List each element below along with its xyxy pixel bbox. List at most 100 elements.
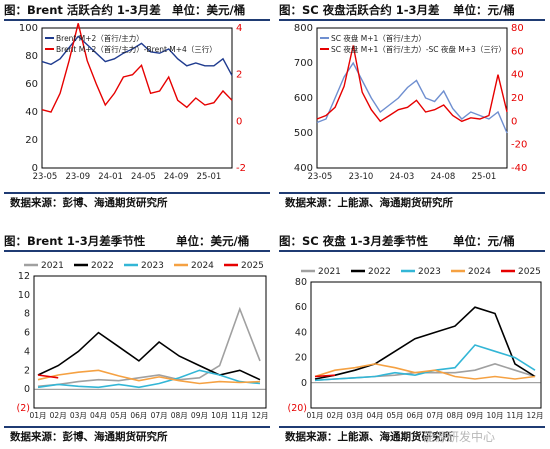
y-tick-label-left: 700 <box>294 58 313 69</box>
series-line <box>314 344 536 382</box>
x-tick-label: 05月 <box>386 411 403 420</box>
chart-svg: 0 20 40 60 80 100 -2 0 2 4 23-05 23-09 24-01 24-05 24-… <box>19 23 246 182</box>
y-tick-label-right: 0 <box>511 116 517 127</box>
footer-rule <box>279 192 545 194</box>
legend-label: 2025 <box>241 261 264 271</box>
legend-label: Brent M+2（首行/主力） <box>56 33 144 43</box>
legend-label: SC 夜盘 M+1（首行/主力）-SC 夜盘 M+3（三行） <box>331 44 506 54</box>
x-tick-label: 10月 <box>211 411 228 420</box>
legend-label: 2022 <box>368 267 391 277</box>
x-tick-label: 24-01 <box>98 172 123 182</box>
x-tick-label: 23-09 <box>65 172 90 182</box>
x-tick-label: 02月 <box>326 411 343 420</box>
legend-label: SC 夜盘 M+1（首行/主力） <box>331 33 426 43</box>
x-tick-label: 11月 <box>506 411 523 420</box>
series-line <box>316 61 508 134</box>
y-tick-label-right: 0 <box>236 116 242 127</box>
series-line <box>41 23 233 113</box>
y-tick-label-left: 80 <box>25 51 38 62</box>
legend-label: 2023 <box>141 261 164 271</box>
y-tick-label-right: 4 <box>236 23 242 34</box>
x-tick-label: 24-09 <box>164 172 189 182</box>
y-tick-label-right: -2 <box>236 163 246 174</box>
chart-unit: 单位：美元/桶 <box>172 3 246 17</box>
x-tick-label: 12月 <box>526 411 543 420</box>
legend-label: Brent M+2（首行/主力）-Brent M+4（三行） <box>56 44 217 54</box>
chart-source: 数据来源：上能源、海通期货研究所 <box>285 197 453 209</box>
x-tick-label: 23-05 <box>33 172 58 182</box>
y-tick-label: 80 <box>295 277 307 288</box>
y-tick-label: 4 <box>24 346 30 357</box>
y-tick-label: 2 <box>24 365 30 376</box>
legend-label: 2021 <box>318 267 341 277</box>
y-tick-label-right: 2 <box>236 70 242 81</box>
title-rule <box>4 250 270 252</box>
chart-panel-sc-spread: 图：SC 夜盘活跃合约 1-3月差 单位：元/桶 400 500 600 700 800… <box>275 0 550 218</box>
series-line <box>316 45 508 123</box>
x-tick-label: 03月 <box>346 411 363 420</box>
legend-label: 2024 <box>468 267 491 277</box>
chart-svg: 400 500 600 700 800 -40 -20 0 20 40 60 80 23-05 23-10… <box>294 23 527 182</box>
y-tick-label: (2) <box>17 403 30 414</box>
y-tick-label: 0 <box>24 384 30 395</box>
series-line <box>37 331 261 381</box>
chart-source: 数据来源：上能源、海通期货研究所 <box>285 431 453 443</box>
chart-svg: (20) 0 20 40 60 80 01月 02月 03月 04月 05月 06月 07月 08月 09月… <box>287 267 543 420</box>
chart-source: 数据来源：彭博、海通期货研究所 <box>10 197 168 209</box>
y-tick-label-right: 80 <box>511 23 524 34</box>
x-tick-label: 12月 <box>251 411 268 420</box>
x-tick-label: 11月 <box>231 411 248 420</box>
plot-frame <box>41 27 233 169</box>
y-tick-label-left: 800 <box>294 23 313 34</box>
x-tick-label: 01月 <box>29 411 46 420</box>
x-tick-label: 06月 <box>406 411 423 420</box>
x-tick-label: 06月 <box>130 411 147 420</box>
chart-unit: 单位：元/桶 <box>453 3 515 17</box>
series-line <box>37 369 261 385</box>
chart-source: 数据来源：彭博、海通期货研究所 <box>10 431 168 443</box>
x-tick-label: 24-05 <box>131 172 156 182</box>
x-tick-label: 05月 <box>110 411 127 420</box>
legend-label: 2024 <box>191 261 214 271</box>
title-rule <box>279 250 545 252</box>
footer-rule <box>4 192 270 194</box>
x-tick-label: 09月 <box>466 411 483 420</box>
chart-title: 图：SC 夜盘 1-3月差季节性 <box>279 234 429 248</box>
legend-label: 2025 <box>518 267 541 277</box>
footer-rule <box>279 426 545 428</box>
chart-panel-brent-seasonal: 图：Brent 1-3月差季节性 单位：美元/桶 (2) 0 2 4 6 8 10 12 01月… <box>0 225 275 449</box>
x-tick-label: 04月 <box>90 411 107 420</box>
x-tick-label: 25-01 <box>472 172 497 182</box>
series-line <box>314 363 536 380</box>
x-tick-label: 09月 <box>191 411 208 420</box>
chart-unit: 单位：美元/桶 <box>176 234 250 248</box>
y-tick-label-right: 40 <box>511 70 524 81</box>
y-tick-label: 8 <box>24 309 30 320</box>
y-tick-label-left: 20 <box>25 135 38 146</box>
y-tick-label: (20) <box>287 403 307 414</box>
title-rule <box>4 19 270 21</box>
series-line <box>314 374 336 378</box>
x-tick-label: 07月 <box>151 411 168 420</box>
y-tick-label-left: 60 <box>25 79 38 90</box>
plot-frame <box>310 281 542 409</box>
chart-title: 图：Brent 1-3月差季节性 <box>4 234 146 248</box>
x-tick-label: 24-08 <box>431 172 456 182</box>
series-line <box>37 306 261 388</box>
x-tick-label: 10月 <box>486 411 503 420</box>
x-tick-label: 07月 <box>426 411 443 420</box>
y-tick-label-right: -40 <box>511 163 527 174</box>
y-tick-label: 40 <box>295 327 307 338</box>
y-tick-label-right: 60 <box>511 46 524 57</box>
chart-panel-sc-seasonal: 图：SC 夜盘 1-3月差季节性 单位：元/桶 (20) 0 20 40 60 80 01月… <box>275 225 550 449</box>
plot-frame <box>316 27 508 169</box>
y-tick-label: 0 <box>301 378 307 389</box>
x-tick-label: 01月 <box>306 411 323 420</box>
chart-unit: 单位：元/桶 <box>453 234 515 248</box>
y-tick-label: 10 <box>18 290 30 301</box>
x-tick-label: 03月 <box>70 411 87 420</box>
legend-label: 2023 <box>418 267 441 277</box>
y-tick-label-left: 40 <box>25 107 38 118</box>
y-tick-label-right: 20 <box>511 93 524 104</box>
x-tick-label: 23-10 <box>349 172 374 182</box>
